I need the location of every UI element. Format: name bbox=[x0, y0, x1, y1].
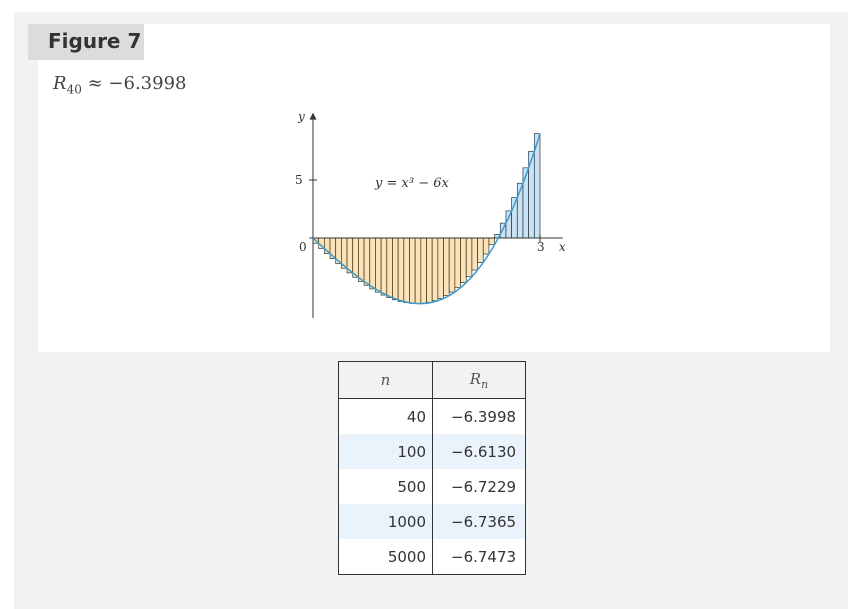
riemann-rectangle bbox=[454, 237, 461, 289]
riemann-rectangle bbox=[437, 237, 444, 299]
riemann-rectangle bbox=[403, 237, 410, 304]
cell-n: 5000 bbox=[338, 539, 433, 575]
table-row: 5000 −6.7473 bbox=[338, 539, 526, 575]
y-axis-label: y bbox=[297, 110, 305, 124]
cell-n: 1000 bbox=[338, 504, 433, 539]
approx-value: −6.3998 bbox=[108, 73, 187, 94]
cell-rn: −6.3998 bbox=[432, 398, 526, 434]
cell-rn: −6.6130 bbox=[432, 434, 526, 469]
cell-rn: −6.7365 bbox=[432, 504, 526, 539]
cell-n: 40 bbox=[338, 398, 433, 434]
riemann-rectangle bbox=[471, 237, 478, 271]
riemann-rectangle bbox=[426, 237, 433, 303]
table-row: 500 −6.7229 bbox=[338, 469, 526, 504]
riemann-rectangle bbox=[505, 210, 512, 239]
table-row: 40 −6.3998 bbox=[338, 398, 526, 434]
table-row: 1000 −6.7365 bbox=[338, 504, 526, 539]
riemann-rectangle bbox=[375, 237, 382, 293]
rectangles-group bbox=[312, 133, 541, 304]
x-axis-label: x bbox=[559, 240, 566, 254]
riemann-rectangle bbox=[460, 237, 467, 283]
riemann-sum-table: n Rn 40 −6.3998 100 −6.6130 500 −6.7229 … bbox=[338, 361, 526, 575]
riemann-rectangle bbox=[392, 237, 399, 301]
approx-operator: ≈ bbox=[87, 73, 103, 94]
approximation-caption: R40 ≈ −6.3998 bbox=[53, 73, 186, 97]
cell-n: 500 bbox=[338, 469, 433, 504]
riemann-rectangle bbox=[409, 237, 416, 304]
riemann-rectangle bbox=[448, 237, 456, 293]
riemann-rectangle bbox=[443, 237, 450, 296]
approx-subscript: 40 bbox=[66, 82, 82, 97]
y-tick-label-5: 5 bbox=[295, 173, 303, 187]
riemann-rectangle bbox=[369, 237, 376, 290]
table-row: 100 −6.6130 bbox=[338, 434, 526, 469]
x-tick-label-0: 0 bbox=[299, 240, 307, 254]
riemann-rectangle bbox=[346, 237, 354, 274]
riemann-rectangle bbox=[363, 237, 371, 286]
riemann-rectangle bbox=[414, 237, 422, 304]
column-header-n: n bbox=[338, 361, 433, 399]
cell-n: 100 bbox=[338, 434, 433, 469]
x-tick-label-3: 3 bbox=[537, 240, 545, 254]
approx-symbol: R bbox=[53, 73, 67, 94]
table-header-row: n Rn bbox=[338, 361, 526, 399]
riemann-rectangle bbox=[397, 237, 405, 302]
column-header-rn: Rn bbox=[432, 361, 526, 399]
riemann-rectangle bbox=[352, 237, 359, 278]
riemann-rectangle bbox=[386, 237, 393, 299]
riemann-rectangle bbox=[431, 237, 439, 302]
figure-label: Figure 7 bbox=[28, 24, 144, 60]
function-label: y = x³ − 6x bbox=[374, 176, 449, 191]
riemann-rectangle bbox=[465, 237, 473, 278]
function-curve bbox=[312, 133, 541, 305]
riemann-rectangle bbox=[420, 237, 427, 304]
riemann-rectangle bbox=[358, 237, 365, 282]
riemann-rectangle bbox=[522, 167, 529, 239]
figure-label-text: Figure 7 bbox=[48, 29, 142, 53]
riemann-rectangle bbox=[482, 237, 490, 255]
y-axis-arrow bbox=[309, 112, 317, 120]
cell-rn: −6.7229 bbox=[432, 469, 526, 504]
cell-rn: −6.7473 bbox=[432, 539, 526, 575]
riemann-rectangle bbox=[488, 237, 495, 246]
riemann-rectangle bbox=[477, 237, 484, 263]
riemann-rectangle bbox=[380, 237, 388, 296]
